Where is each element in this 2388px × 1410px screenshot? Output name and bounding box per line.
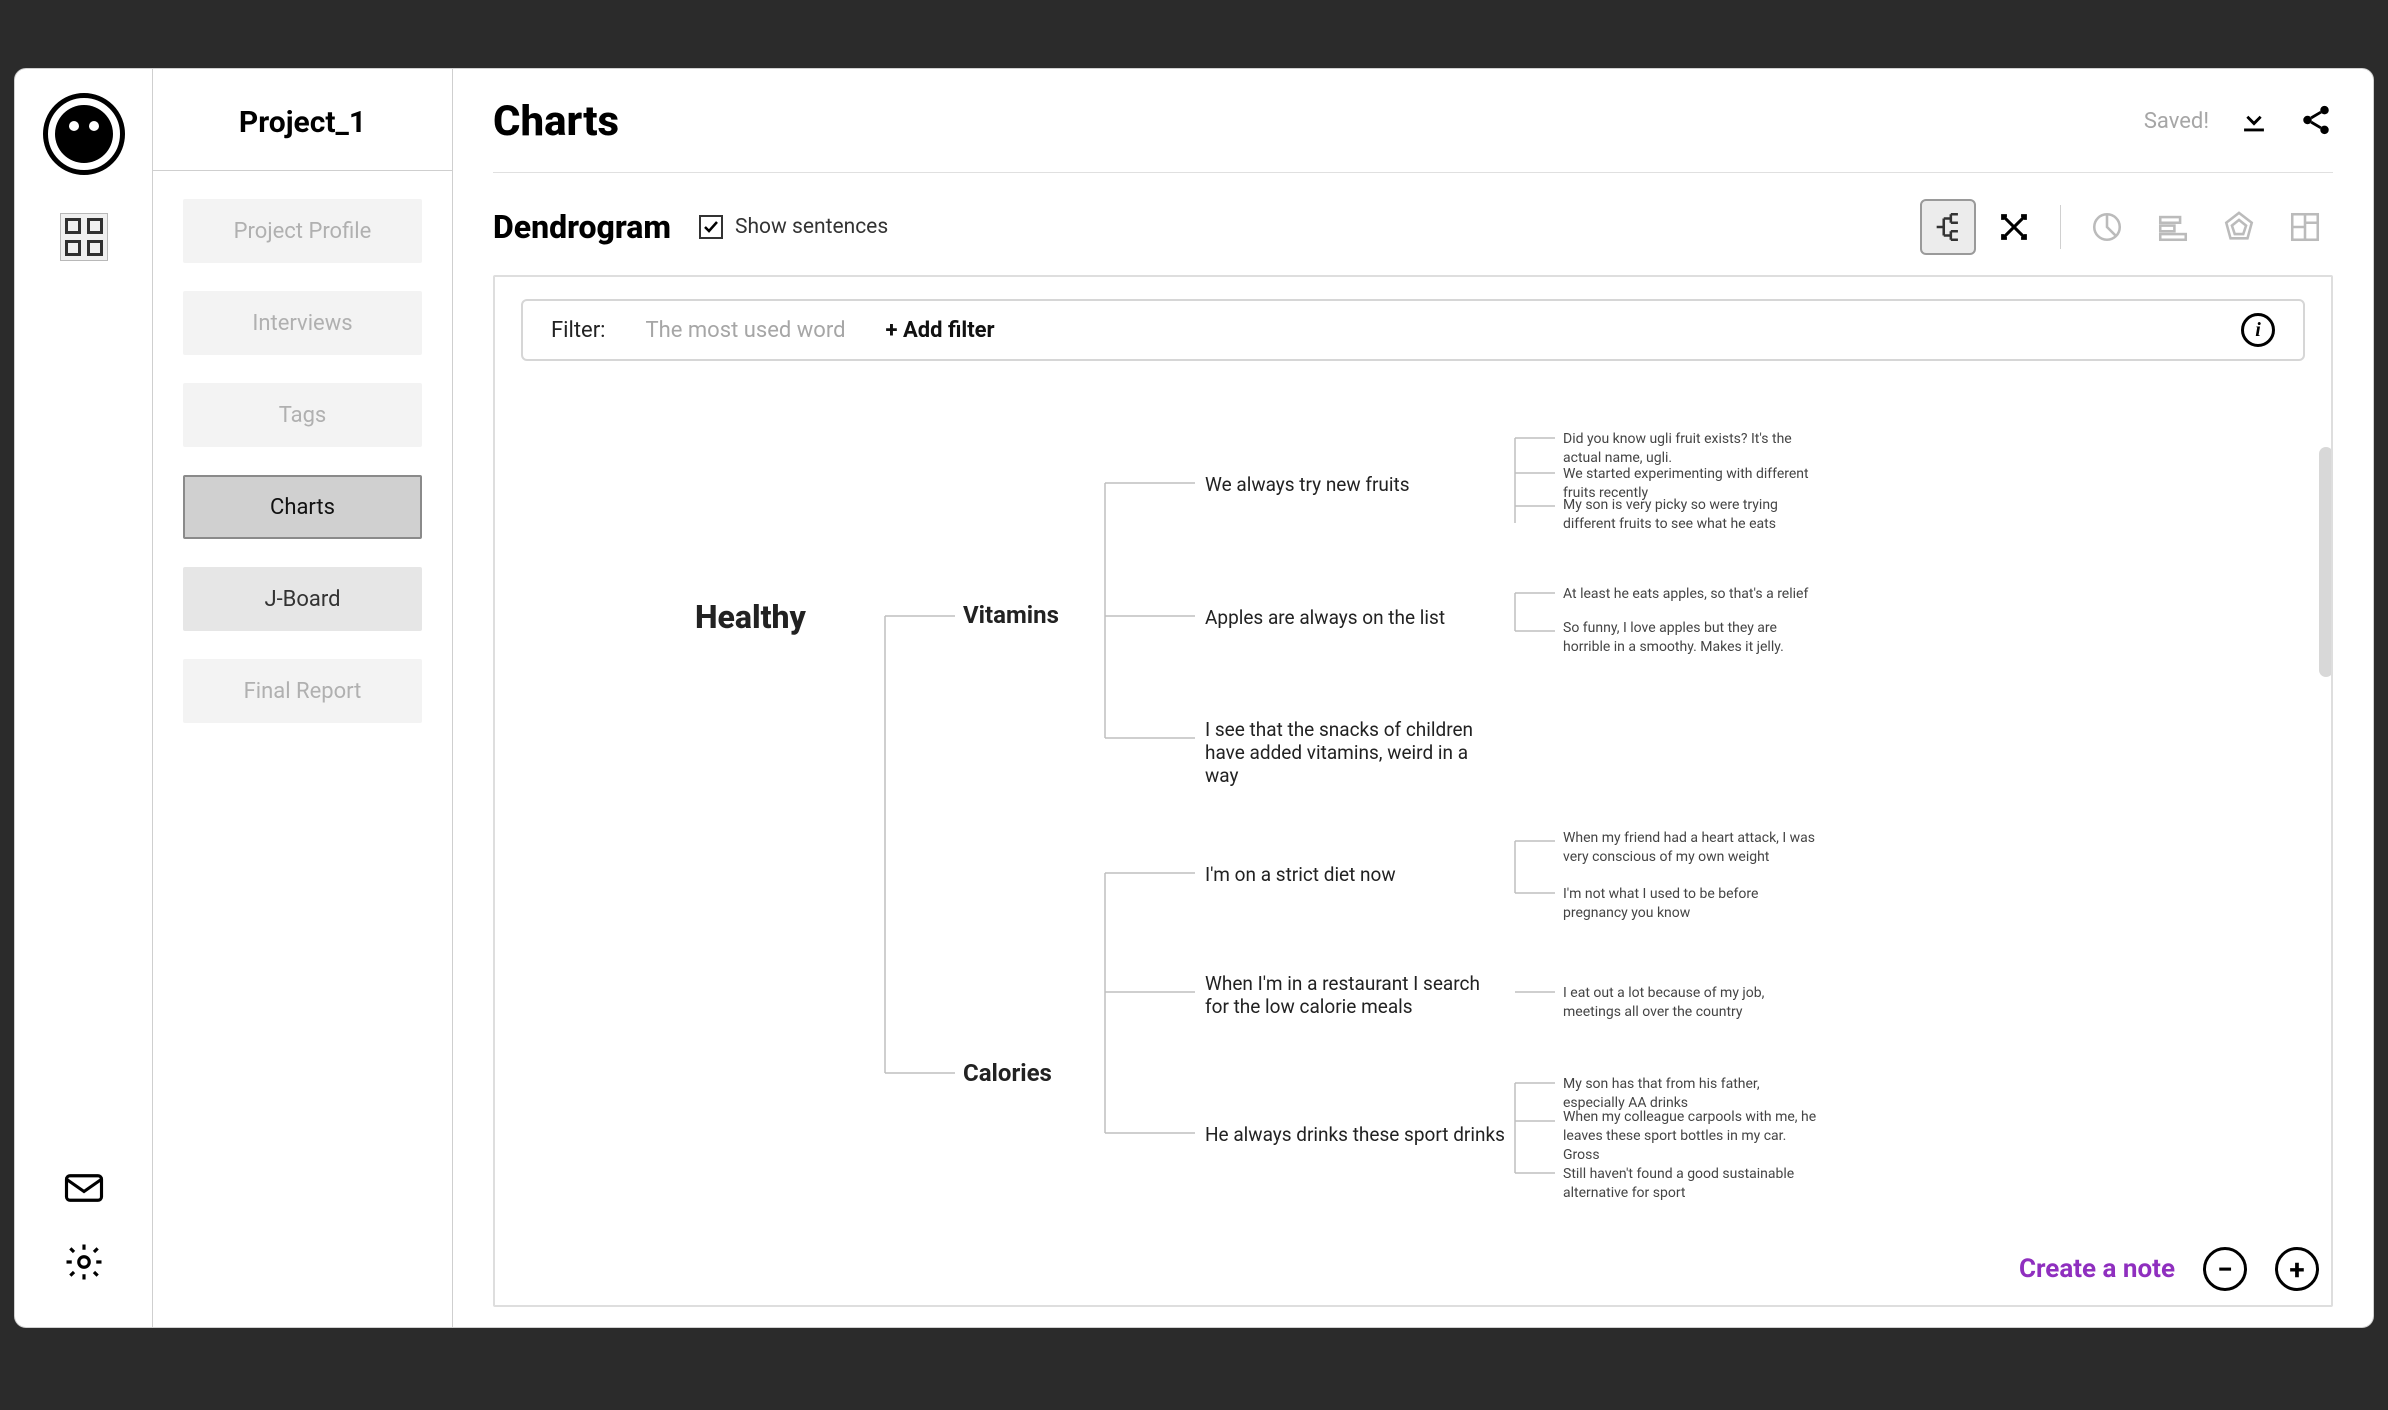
dendro-leaf: Did you know ugli fruit exists? It's the… — [1563, 430, 1823, 468]
saved-status: Saved! — [2144, 109, 2209, 134]
dendro-leaf: At least he eats apples, so that's a rel… — [1563, 585, 1808, 604]
dendro-leaf: Still haven't found a good sustainable a… — [1563, 1165, 1823, 1203]
dendro-leaf: I eat out a lot because of my job, meeti… — [1563, 984, 1823, 1022]
dendrogram-canvas[interactable]: Healthy Vitamins Calories We always try … — [495, 383, 2331, 1305]
zoom-in-button[interactable]: + — [2275, 1247, 2319, 1291]
avatar[interactable] — [43, 93, 125, 175]
checkbox-label: Show sentences — [735, 215, 888, 239]
filter-label: Filter: — [551, 318, 606, 343]
dendro-mid: He always drinks these sport drinks — [1205, 1123, 1505, 1146]
sidebar-item-charts[interactable]: Charts — [183, 475, 422, 539]
dendrogram-lines — [495, 383, 2331, 1283]
project-title: Project_1 — [153, 93, 452, 171]
info-icon[interactable]: i — [2241, 313, 2275, 347]
dendro-category: Vitamins — [963, 601, 1059, 629]
main-header: Charts Saved! — [493, 97, 2333, 173]
scrollbar-thumb[interactable] — [2319, 447, 2333, 677]
treemap-chart-icon[interactable] — [2277, 199, 2333, 255]
dendro-leaf: So funny, I love apples but they are hor… — [1563, 619, 1823, 657]
app-frame: Project_1 Project Profile Interviews Tag… — [14, 68, 2374, 1328]
dendro-mid: Apples are always on the list — [1205, 606, 1445, 629]
filter-bar: Filter: The most used word + Add filter … — [521, 299, 2305, 361]
filter-value[interactable]: The most used word — [646, 318, 846, 343]
dendro-mid: We always try new fruits — [1205, 473, 1410, 496]
chart-body: Filter: The most used word + Add filter … — [493, 275, 2333, 1307]
sidebar-item-interviews[interactable]: Interviews — [183, 291, 422, 355]
gear-icon[interactable] — [63, 1241, 105, 1287]
create-note-button[interactable]: Create a note — [2019, 1254, 2175, 1284]
dendro-leaf: When my friend had a heart attack, I was… — [1563, 829, 1823, 867]
sidebar-item-project-profile[interactable]: Project Profile — [183, 199, 422, 263]
dendro-mid: When I'm in a restaurant I search for th… — [1205, 972, 1505, 1018]
dendro-leaf: I'm not what I used to be before pregnan… — [1563, 885, 1823, 923]
bar-chart-icon[interactable] — [2145, 199, 2201, 255]
sidebar-item-tags[interactable]: Tags — [183, 383, 422, 447]
chart-footer: Create a note − + — [2019, 1247, 2319, 1291]
pie-chart-icon[interactable] — [2079, 199, 2135, 255]
show-sentences-checkbox[interactable]: Show sentences — [699, 215, 888, 239]
dendro-mid: I'm on a strict diet now — [1205, 863, 1396, 886]
page-title: Charts — [493, 97, 619, 146]
download-icon[interactable] — [2237, 103, 2271, 141]
shuffle-chart-icon[interactable] — [1986, 199, 2042, 255]
subheader: Dendrogram Show sentences — [493, 173, 2333, 275]
mail-icon[interactable] — [63, 1167, 105, 1213]
dendro-leaf: My son is very picky so were trying diff… — [1563, 496, 1823, 534]
chart-type-name: Dendrogram — [493, 208, 671, 246]
dendrogram-chart-icon[interactable] — [1920, 199, 1976, 255]
share-icon[interactable] — [2299, 103, 2333, 141]
add-filter-button[interactable]: + Add filter — [885, 318, 994, 343]
left-rail — [15, 69, 153, 1327]
sidebar-item-final-report[interactable]: Final Report — [183, 659, 422, 723]
radar-chart-icon[interactable] — [2211, 199, 2267, 255]
dashboard-icon[interactable] — [60, 213, 108, 261]
zoom-out-button[interactable]: − — [2203, 1247, 2247, 1291]
nav-items: Project Profile Interviews Tags Charts J… — [153, 171, 452, 751]
dendro-root: Healthy — [695, 598, 806, 636]
dendro-leaf: When my colleague carpools with me, he l… — [1563, 1108, 1823, 1165]
sidebar: Project_1 Project Profile Interviews Tag… — [153, 69, 453, 1327]
sidebar-item-jboard[interactable]: J-Board — [183, 567, 422, 631]
dendro-mid: I see that the snacks of children have a… — [1205, 718, 1505, 787]
main: Charts Saved! Dendrogram Show sentences — [453, 69, 2373, 1327]
chart-type-selector — [1920, 199, 2333, 255]
dendro-category: Calories — [963, 1059, 1052, 1087]
